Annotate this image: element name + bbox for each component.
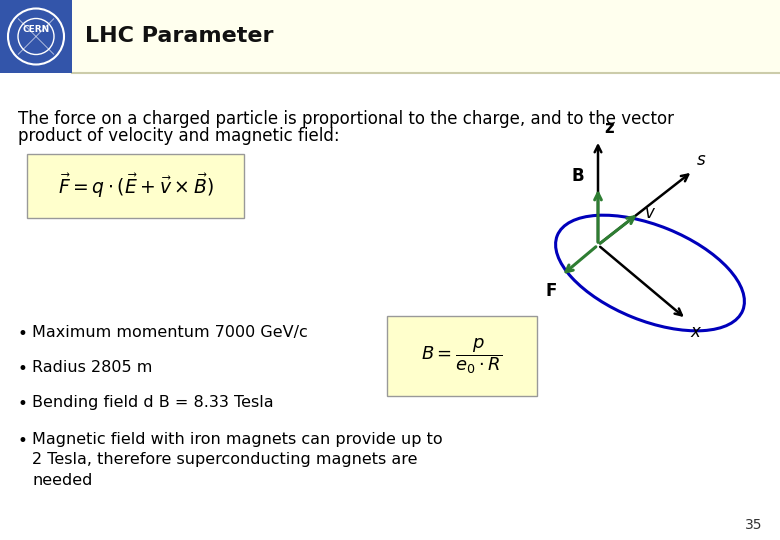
Text: LHC Parameter: LHC Parameter bbox=[85, 26, 274, 46]
Text: v: v bbox=[645, 204, 655, 222]
Text: •: • bbox=[17, 325, 27, 343]
Text: x: x bbox=[690, 323, 700, 341]
Text: CERN: CERN bbox=[23, 25, 50, 34]
Bar bbox=[0, 0, 72, 73]
Text: B: B bbox=[572, 167, 584, 185]
Text: Bending field d B = 8.33 Tesla: Bending field d B = 8.33 Tesla bbox=[32, 395, 274, 410]
Text: The force on a charged particle is proportional to the charge, and to the vector: The force on a charged particle is propo… bbox=[18, 110, 674, 128]
Text: Radius 2805 m: Radius 2805 m bbox=[32, 360, 152, 375]
Text: •: • bbox=[17, 395, 27, 413]
Bar bbox=[0, 0, 780, 73]
Text: $B = \dfrac{p}{e_0 \cdot R}$: $B = \dfrac{p}{e_0 \cdot R}$ bbox=[421, 336, 502, 376]
Text: Magnetic field with iron magnets can provide up to
2 Tesla, therefore supercondu: Magnetic field with iron magnets can pro… bbox=[32, 432, 442, 488]
Text: z: z bbox=[604, 119, 614, 137]
Text: •: • bbox=[17, 360, 27, 378]
Text: •: • bbox=[17, 432, 27, 450]
Text: s: s bbox=[697, 151, 705, 169]
Text: F: F bbox=[546, 282, 557, 300]
Text: 35: 35 bbox=[744, 518, 762, 532]
Text: $\vec{F} = q \cdot (\vec{E} + \vec{v} \times \vec{B})$: $\vec{F} = q \cdot (\vec{E} + \vec{v} \t… bbox=[58, 172, 214, 200]
Text: product of velocity and magnetic field:: product of velocity and magnetic field: bbox=[18, 127, 339, 145]
FancyBboxPatch shape bbox=[387, 316, 537, 396]
FancyBboxPatch shape bbox=[27, 154, 244, 218]
Text: Maximum momentum 7000 GeV/c: Maximum momentum 7000 GeV/c bbox=[32, 325, 308, 340]
